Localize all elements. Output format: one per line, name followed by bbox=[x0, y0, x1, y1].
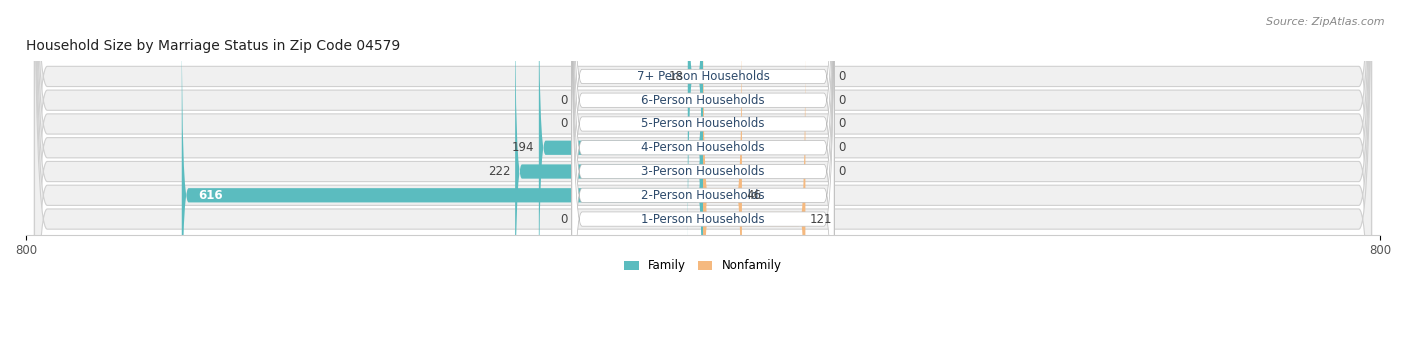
FancyBboxPatch shape bbox=[35, 0, 1371, 341]
FancyBboxPatch shape bbox=[35, 0, 1371, 341]
FancyBboxPatch shape bbox=[572, 0, 834, 341]
FancyBboxPatch shape bbox=[35, 0, 1371, 341]
Text: 0: 0 bbox=[838, 141, 846, 154]
Text: 3-Person Households: 3-Person Households bbox=[641, 165, 765, 178]
FancyBboxPatch shape bbox=[572, 0, 834, 341]
Text: 0: 0 bbox=[838, 70, 846, 83]
Text: 222: 222 bbox=[488, 165, 510, 178]
FancyBboxPatch shape bbox=[572, 0, 834, 341]
Text: 5-Person Households: 5-Person Households bbox=[641, 118, 765, 131]
Text: 0: 0 bbox=[838, 118, 846, 131]
FancyBboxPatch shape bbox=[703, 12, 742, 341]
Text: 121: 121 bbox=[810, 212, 832, 225]
Text: 7+ Person Households: 7+ Person Households bbox=[637, 70, 769, 83]
Text: 0: 0 bbox=[838, 94, 846, 107]
Text: 6-Person Households: 6-Person Households bbox=[641, 94, 765, 107]
FancyBboxPatch shape bbox=[572, 0, 834, 341]
Text: 2-Person Households: 2-Person Households bbox=[641, 189, 765, 202]
FancyBboxPatch shape bbox=[572, 0, 834, 341]
FancyBboxPatch shape bbox=[35, 0, 1371, 341]
Text: 18: 18 bbox=[669, 70, 683, 83]
Text: 46: 46 bbox=[747, 189, 761, 202]
Text: 0: 0 bbox=[838, 165, 846, 178]
FancyBboxPatch shape bbox=[538, 0, 703, 331]
Text: 616: 616 bbox=[198, 189, 224, 202]
Text: 194: 194 bbox=[512, 141, 534, 154]
FancyBboxPatch shape bbox=[35, 0, 1371, 341]
Text: 1-Person Households: 1-Person Households bbox=[641, 212, 765, 225]
Text: 0: 0 bbox=[560, 212, 568, 225]
FancyBboxPatch shape bbox=[572, 0, 834, 341]
Text: 4-Person Households: 4-Person Households bbox=[641, 141, 765, 154]
Text: Source: ZipAtlas.com: Source: ZipAtlas.com bbox=[1267, 17, 1385, 27]
FancyBboxPatch shape bbox=[181, 12, 703, 341]
FancyBboxPatch shape bbox=[35, 0, 1371, 341]
FancyBboxPatch shape bbox=[572, 0, 834, 341]
Text: Household Size by Marriage Status in Zip Code 04579: Household Size by Marriage Status in Zip… bbox=[27, 39, 401, 53]
Legend: Family, Nonfamily: Family, Nonfamily bbox=[620, 255, 786, 277]
Text: 0: 0 bbox=[560, 94, 568, 107]
FancyBboxPatch shape bbox=[703, 36, 806, 341]
FancyBboxPatch shape bbox=[688, 0, 703, 260]
Text: 0: 0 bbox=[560, 118, 568, 131]
FancyBboxPatch shape bbox=[515, 0, 703, 341]
FancyBboxPatch shape bbox=[35, 0, 1371, 341]
